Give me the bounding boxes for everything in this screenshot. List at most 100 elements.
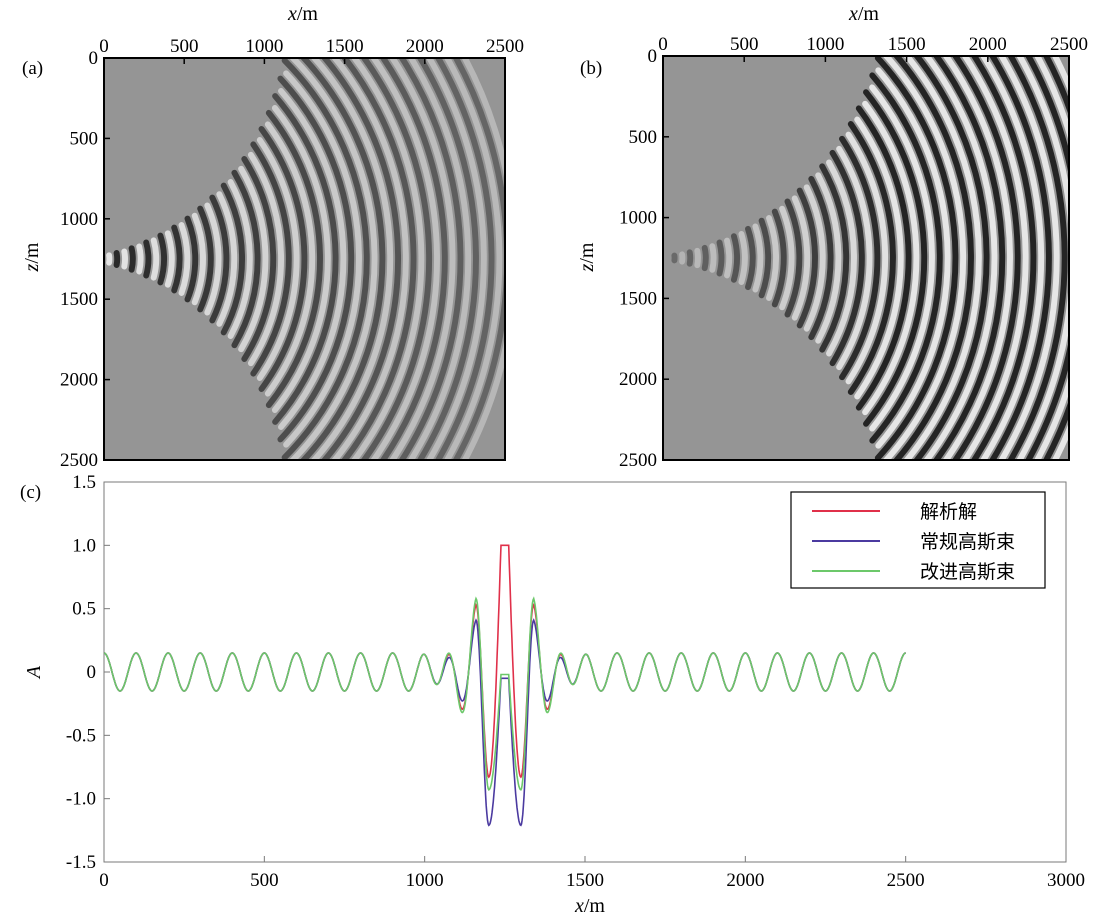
x-tick-label: 2500 [486,36,524,57]
panel-a-x-unit: /m [297,3,319,25]
wavefront-light [862,100,920,416]
x-tick-label: 2500 [887,870,925,891]
wavefront-light [942,56,1013,460]
wavefront-light [227,179,253,339]
panel-c-x-title: x/m [574,895,605,917]
wavefront-dark [157,232,167,286]
panel-c: 0 500 1000 1500 2000 2500 3000 1.5 1.0 0.5 0 -0.5 -1… [20,472,1085,917]
y-tick-label: 2500 [619,450,657,471]
wavefront-light [815,172,842,344]
y-tick-label: 0.5 [72,599,96,620]
wavefront-light [903,56,982,460]
wavefront-dark [143,239,152,279]
x-tick-label: 1500 [326,36,364,57]
wavefront-dark [829,149,865,367]
wavefront-dark [171,224,183,294]
wavefront-dark [771,208,787,308]
x-tick-label: 500 [250,870,279,891]
wavefront-dark [360,58,433,460]
x-tick-label: 0 [99,36,109,57]
wavefront-dark [241,156,277,362]
wavefront-light [845,131,889,385]
wavefront-dark [869,72,943,444]
wavefront-light [247,151,284,367]
wavefront-light [998,56,1060,460]
wavefront-light [752,223,764,293]
wavefront-light [136,243,144,275]
wavefront-light [425,58,487,460]
panel-c-y-var: A [23,665,45,680]
wavefront-dark [863,89,928,427]
legend-label-analytic: 解析解 [920,501,977,523]
panel-c-x-unit: /m [584,895,606,917]
wavefront-light [836,145,873,371]
wavefront-light [204,202,222,316]
panel-b-y-unit: /m [576,242,598,264]
wavefront-light [407,58,472,460]
wavefront-dark [1007,56,1068,460]
panel-a: 0 500 1000 1500 2000 2500 0 500 1000 1500 2000 2500… [21,3,524,471]
y-tick-label: 1000 [60,209,98,230]
wavefront-light [779,205,795,311]
panel-b-y-var: z [576,263,598,272]
panel-a-y-title: z/m [21,242,43,272]
wavefront-dark [716,239,725,277]
wavefront-light [256,137,300,381]
wavefront-dark [258,126,308,392]
wavefront-dark [686,249,694,267]
wavefront-light [875,67,951,449]
x-tick-label: 1000 [806,34,844,55]
panel-c-series [104,544,906,827]
panel-c-ticks: 0 500 1000 1500 2000 2500 3000 1.5 1.0 0.5 0 -0.5 -1… [66,472,1085,891]
x-tick-label: 500 [170,36,199,57]
wavefront-dark [299,58,386,460]
wavefront-dark [874,56,959,460]
wavefront-light [803,184,826,332]
y-tick-label: 500 [70,128,99,149]
panel-b: 0 500 1000 1500 2000 2500 0 500 1000 1500 2000 2500… [576,3,1088,471]
panel-b-x-title: x/m [848,3,879,25]
wavefront-dark [701,244,709,272]
wavefront-light [826,159,857,357]
x-tick-label: 2000 [726,870,764,891]
x-tick-label: 3000 [1047,870,1085,891]
wavefront-dark [970,56,1037,460]
wavefront-light [150,237,160,281]
panel-c-y-title: A [23,665,45,680]
wavefront-dark [784,198,803,318]
wavefront-light [278,88,347,430]
y-tick-label: 1.5 [72,472,96,493]
x-tick-label: 1500 [566,870,604,891]
wavefront-dark [281,58,370,460]
wavefront-dark [379,58,448,460]
wavefront-light [854,116,904,400]
x-tick-label: 2000 [406,36,444,57]
wavefront-dark [320,58,401,460]
wavefront-dark [951,56,1021,460]
wavefront-light [882,56,967,460]
wavefront-light [443,58,503,460]
wavefront-light [388,58,456,460]
panel-a-label: (a) [22,58,43,79]
panel-a-wavefield [104,58,505,460]
y-tick-label: 500 [629,127,658,148]
wavefront-light [330,58,409,460]
wavefront-dark [819,163,850,353]
wavefront-dark [398,58,464,460]
series-line [104,596,906,791]
panel-a-x-title: x/m [287,3,318,25]
wavefront-dark [416,58,479,460]
wavefront-dark [758,217,772,299]
y-tick-label: 1000 [619,208,657,229]
panel-a-x-var: x [287,3,297,25]
wavefront-dark [730,233,740,283]
legend-label-conventional: 常规高斯束 [920,531,1015,553]
wavefront-dark [855,105,912,411]
wavefront-light [350,58,425,460]
wavefront-dark [745,225,756,291]
panel-a-y-unit: /m [21,242,43,264]
wavefront-dark [808,175,834,341]
wavefront-light [709,243,717,273]
wavefront-dark [209,194,230,324]
panel-c-label: (c) [20,482,41,503]
